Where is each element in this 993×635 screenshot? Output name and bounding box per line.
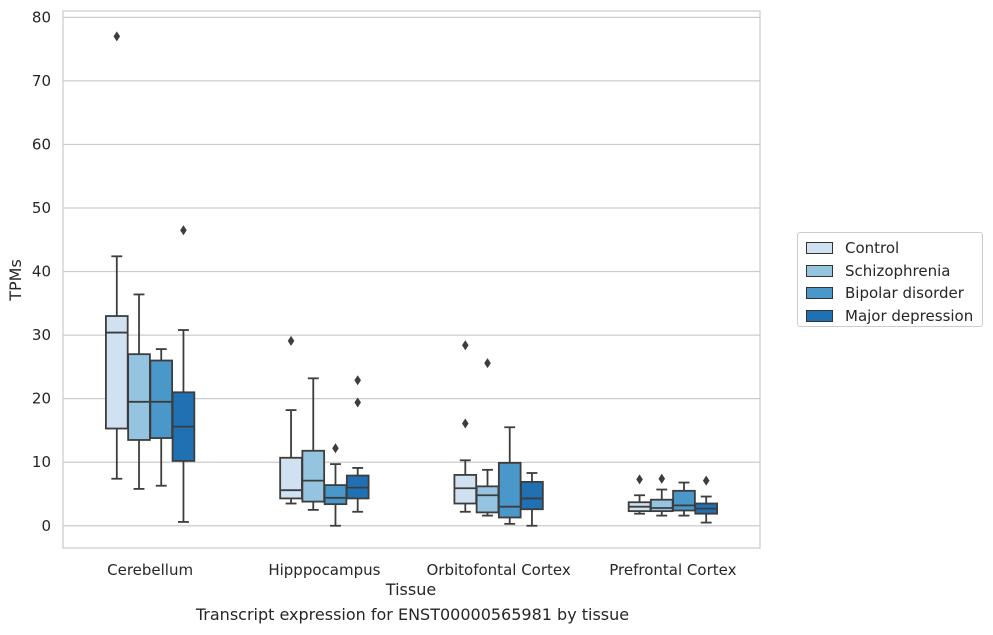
box-iqr xyxy=(279,456,303,500)
box-3-3 xyxy=(694,475,718,524)
y-axis-label: TPMs xyxy=(6,259,25,302)
box-1-3 xyxy=(649,473,674,517)
box-3-1 xyxy=(345,375,370,513)
box-1-2 xyxy=(475,358,500,517)
y-tick-label-0: 0 xyxy=(41,517,51,535)
box-iqr xyxy=(497,461,522,519)
box-iqr xyxy=(149,359,174,439)
x-tick-label-2: Orbitofontal Cortex xyxy=(427,561,571,579)
legend-swatch xyxy=(806,287,833,300)
box-0-2 xyxy=(453,340,478,513)
y-axis-ticks: 0 10 20 30 40 50 60 70 80 xyxy=(32,8,51,534)
outlier-point-0 xyxy=(702,475,710,486)
box-1-0 xyxy=(127,293,151,490)
x-axis-label: Tissue xyxy=(385,580,436,599)
y-tick-label-70: 70 xyxy=(32,72,51,90)
outlier-point-1 xyxy=(461,340,469,351)
outlier-point-0 xyxy=(113,31,121,42)
box-iqr xyxy=(323,484,348,506)
legend-label: Schizophrenia xyxy=(845,261,951,280)
outlier-point-0 xyxy=(180,225,187,236)
y-tick-label-50: 50 xyxy=(32,199,51,217)
y-tick-label-20: 20 xyxy=(32,390,51,408)
box-0-0 xyxy=(105,31,129,480)
x-axis-ticks: Cerebellum Hipppocampus Orbitofontal Corte… xyxy=(107,561,736,579)
box-iqr xyxy=(301,449,326,503)
legend-swatch xyxy=(806,264,833,277)
legend-label: Bipolar disorder xyxy=(845,284,964,303)
box-iqr xyxy=(127,353,151,441)
legend-item-1: Schizophrenia xyxy=(806,260,982,283)
outlier-point-0 xyxy=(354,397,362,408)
box-0-3 xyxy=(627,474,652,515)
box-iqr xyxy=(475,485,500,514)
grid-lines xyxy=(63,16,760,527)
legend: Control Schizophrenia Bipolar disorder Majo… xyxy=(797,232,983,327)
legend-item-2: Bipolar disorder xyxy=(806,282,982,305)
outlier-point-0 xyxy=(461,418,469,429)
outlier-point-0 xyxy=(484,358,491,369)
box-2-2 xyxy=(497,426,522,525)
y-tick-label-60: 60 xyxy=(32,135,51,153)
box-iqr xyxy=(672,489,696,512)
outlier-point-0 xyxy=(332,443,339,454)
legend-swatch xyxy=(806,242,833,255)
box-1-1 xyxy=(301,377,326,511)
legend-label: Control xyxy=(845,239,900,258)
outlier-point-1 xyxy=(354,375,362,386)
legend-item-3: Major depression xyxy=(806,305,982,328)
plot-area-frame xyxy=(62,10,761,549)
box-3-0 xyxy=(171,225,196,523)
box-2-3 xyxy=(672,481,696,517)
box-0-1 xyxy=(279,335,303,505)
x-tick-label-0: Cerebellum xyxy=(107,561,193,579)
box-2-0 xyxy=(149,348,174,487)
outlier-point-0 xyxy=(658,473,666,484)
box-2-1 xyxy=(323,443,348,527)
box-iqr xyxy=(649,498,674,513)
chart-caption: Transcript expression for ENST0000056598… xyxy=(195,605,630,624)
legend-swatch xyxy=(806,309,833,322)
box-plot-marks xyxy=(105,31,718,527)
box-iqr xyxy=(453,474,478,505)
y-tick-label-10: 10 xyxy=(32,453,51,471)
outlier-point-0 xyxy=(287,335,295,346)
legend-label: Major depression xyxy=(845,306,974,325)
box-3-2 xyxy=(520,472,544,527)
outlier-point-0 xyxy=(636,474,643,485)
x-tick-label-3: Prefrontal Cortex xyxy=(609,561,736,579)
box-iqr xyxy=(520,481,544,511)
y-tick-label-30: 30 xyxy=(32,326,51,344)
y-tick-label-40: 40 xyxy=(32,263,51,281)
legend-item-0: Control xyxy=(806,237,982,260)
x-tick-label-1: Hipppocampus xyxy=(268,561,380,579)
y-tick-label-80: 80 xyxy=(32,8,51,26)
